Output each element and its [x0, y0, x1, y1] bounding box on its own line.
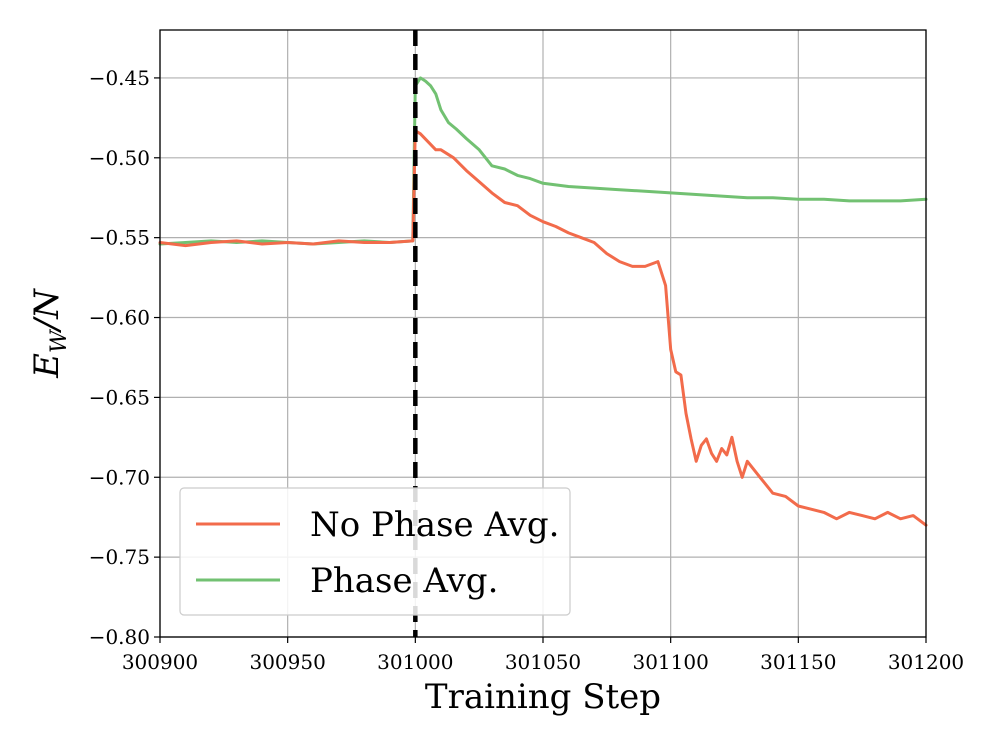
x-tick-label: 301100	[632, 650, 708, 674]
tick-layer: 300900 300950 301000 301050 301100 301150 3012…	[89, 66, 964, 674]
x-tick-label: 300900	[122, 650, 198, 674]
y-tick-label: −0.80	[89, 625, 150, 649]
y-tick-label: −0.50	[89, 146, 150, 170]
y-tick-label: −0.55	[89, 226, 150, 250]
x-tick-label: 301150	[760, 650, 836, 674]
legend-box	[179, 487, 571, 616]
y-tick-label: −0.70	[89, 465, 150, 489]
y-axis-title: EW/N	[27, 288, 72, 379]
x-tick-label: 300950	[249, 650, 325, 674]
x-tick-label: 301050	[505, 650, 581, 674]
x-tick-label: 301200	[888, 650, 964, 674]
legend-label-phase-avg: Phase Avg.	[310, 561, 498, 601]
y-tick-label: −0.75	[89, 545, 150, 569]
legend: No Phase Avg. Phase Avg.	[179, 487, 571, 616]
x-axis-title: Training Step	[425, 677, 661, 717]
y-tick-label: −0.65	[89, 385, 150, 409]
x-tick-label: 301000	[377, 650, 453, 674]
y-tick-label: −0.60	[89, 306, 150, 330]
legend-label-no-phase-avg: No Phase Avg.	[310, 505, 559, 545]
y-tick-label: −0.45	[89, 66, 150, 90]
